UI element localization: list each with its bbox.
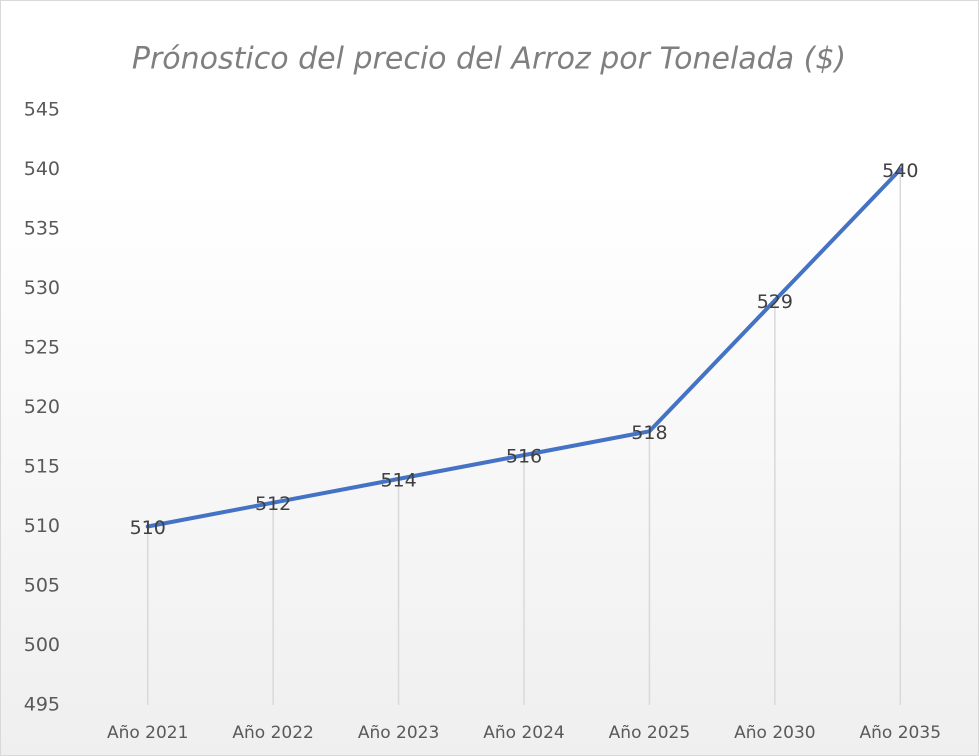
data-label: 514 <box>380 469 416 491</box>
data-label: 512 <box>255 493 291 515</box>
data-label: 518 <box>631 422 667 444</box>
y-tick-label: 515 <box>24 456 60 478</box>
y-tick-label: 545 <box>24 99 60 121</box>
chart-title: Prónostico del precio del Arroz por Tone… <box>132 42 846 77</box>
x-tick-label: Año 2021 <box>107 723 188 743</box>
data-label: 510 <box>130 517 166 539</box>
x-tick-label: Año 2030 <box>734 723 815 743</box>
y-tick-label: 500 <box>24 634 60 656</box>
y-tick-label: 530 <box>24 277 60 299</box>
data-label: 516 <box>506 446 542 468</box>
line <box>145 167 903 529</box>
x-tick-label: Año 2025 <box>609 723 690 743</box>
y-tick-label: 535 <box>24 218 60 240</box>
y-tick-label: 525 <box>24 337 60 359</box>
data-label: 540 <box>882 160 918 182</box>
x-tick-label: Año 2024 <box>483 723 564 743</box>
x-tick-label: Año 2023 <box>358 723 439 743</box>
data-label: 529 <box>757 291 793 313</box>
x-tick-label: Año 2035 <box>860 723 941 743</box>
y-tick-label: 505 <box>24 575 60 597</box>
y-tick-label: 540 <box>24 158 60 180</box>
y-tick-label: 510 <box>24 515 60 537</box>
x-tick-label: Año 2022 <box>232 723 313 743</box>
y-tick-label: 520 <box>24 396 60 418</box>
y-tick-label: 495 <box>24 694 60 716</box>
